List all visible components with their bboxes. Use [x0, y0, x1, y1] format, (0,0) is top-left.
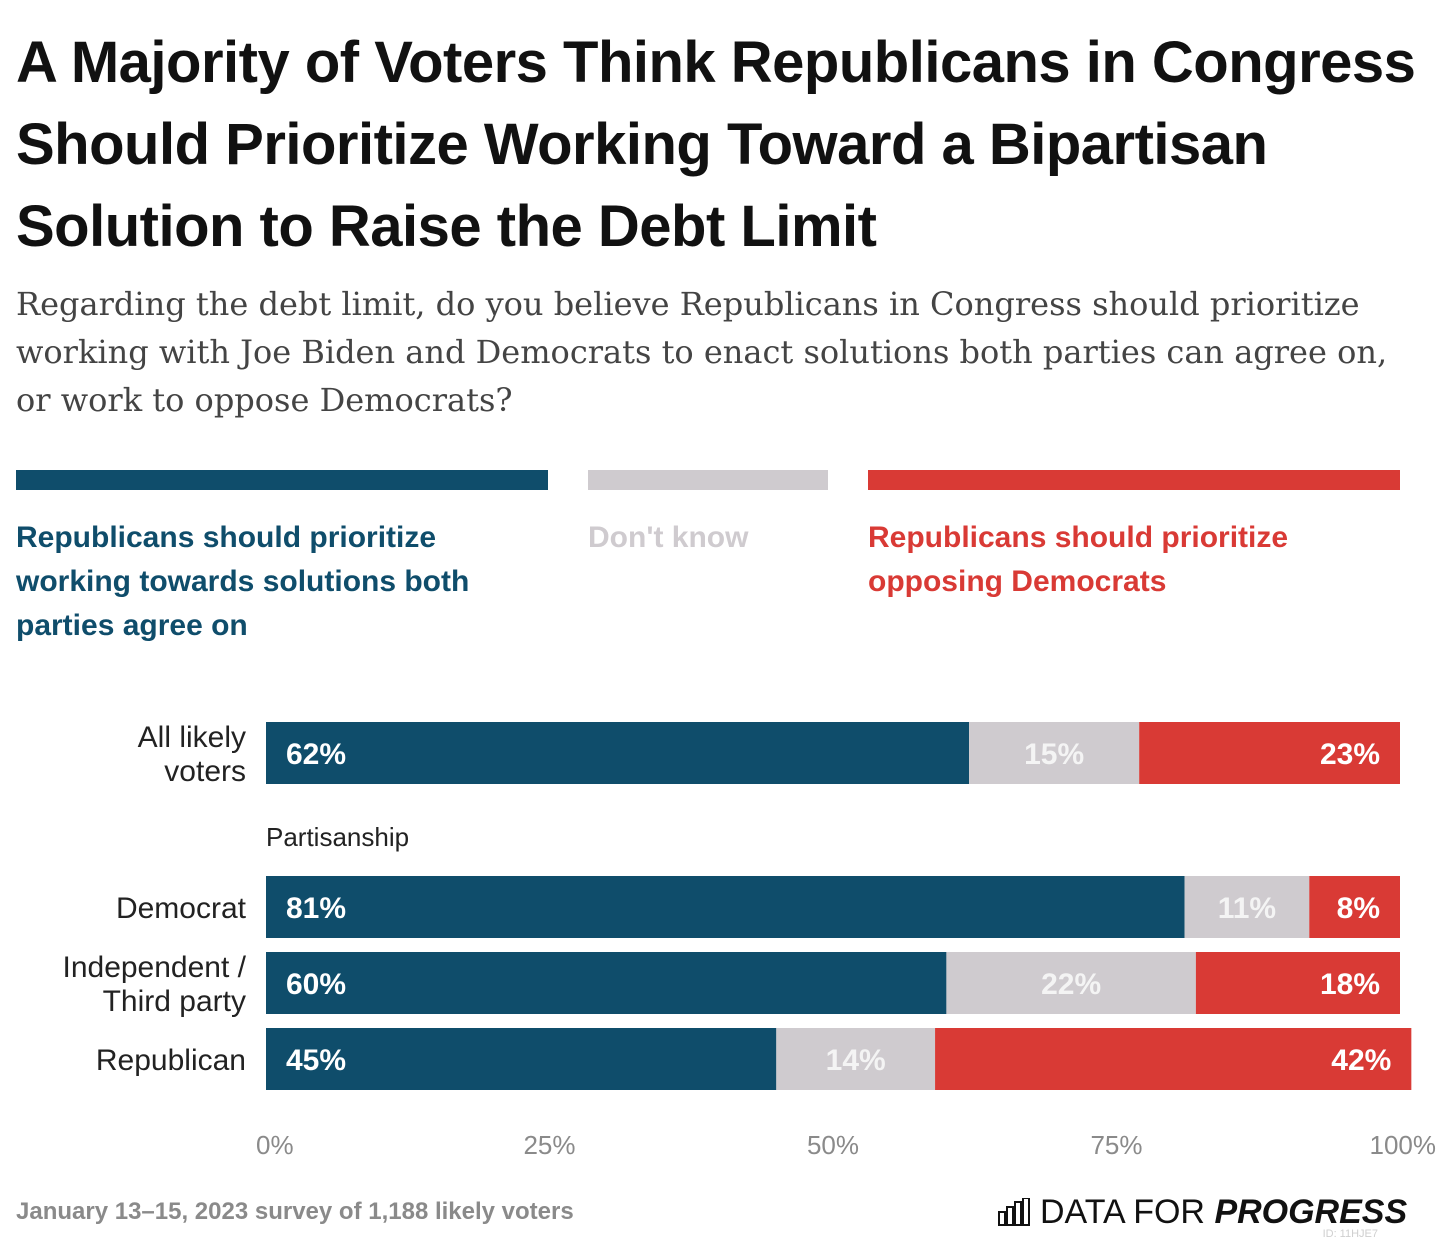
bar-segment-independent-third-party-dont-know — [946, 952, 1196, 1014]
bar-segment-republican-dont-know — [776, 1028, 936, 1090]
x-tick-label-75: 75% — [1090, 1130, 1142, 1160]
legend-item-dont-know: Don't know — [588, 470, 828, 560]
bar-segment-democrat-oppose — [1309, 876, 1400, 938]
bar-segment-republican-work-together — [266, 1028, 777, 1090]
brand-text-bold: PROGRESS — [1214, 1193, 1408, 1231]
group-label-partisanship: Partisanship — [266, 822, 409, 852]
data-label-democrat-dont-know: 11% — [1218, 892, 1276, 925]
legend-swatch-oppose — [868, 470, 1400, 490]
data-label-republican-dont-know: 14% — [826, 1044, 886, 1077]
x-tick-label-100: 100% — [1370, 1130, 1437, 1160]
bar-segment-democrat-dont-know — [1184, 876, 1310, 938]
bar-segment-independent-third-party-work-together — [266, 952, 947, 1014]
brand-text-plain: DATA FOR — [1040, 1193, 1205, 1231]
data-label-all-likely-voters-oppose: 23% — [1320, 738, 1380, 771]
bar-segment-independent-third-party-oppose — [1195, 952, 1400, 1014]
category-label-independent-third-party: Independent / Third party — [62, 951, 246, 1018]
data-label-independent-third-party-work-together: 60% — [286, 968, 346, 1001]
category-label-republican: Republican — [96, 1044, 246, 1077]
data-label-independent-third-party-oppose: 18% — [1320, 968, 1380, 1001]
data-label-all-likely-voters-dont-know: 15% — [1024, 738, 1084, 771]
data-label-democrat-oppose: 8% — [1337, 892, 1380, 925]
bar-segment-all-likely-voters-work-together — [266, 722, 970, 784]
chart-title: A Majority of Voters Think Republicans i… — [16, 30, 1416, 259]
bar-segment-all-likely-voters-oppose — [1139, 722, 1400, 784]
legend-label-work-together: Republicans should prioritize working to… — [16, 521, 470, 642]
chart-id: ID: 11HJE7 — [1322, 1228, 1378, 1240]
data-label-democrat-work-together: 81% — [286, 892, 346, 925]
bar-segment-republican-oppose — [935, 1028, 1412, 1090]
bar-segment-all-likely-voters-dont-know — [969, 722, 1140, 784]
bar-chart-logo-icon — [998, 1198, 1030, 1226]
category-label-democrat: Democrat — [116, 892, 247, 925]
survey-note: January 13–15, 2023 survey of 1,188 like… — [16, 1198, 574, 1225]
legend-swatch-work-together — [16, 470, 548, 490]
brand-logo: DATA FOR PROGRESS — [998, 1190, 1408, 1234]
chart-subtitle: Regarding the debt limit, do you believe… — [16, 285, 1388, 419]
x-tick-label-25: 25% — [523, 1130, 575, 1160]
legend-swatch-dont-know — [588, 470, 828, 490]
brand-wordmark: DATA FOR PROGRESS — [1040, 1190, 1407, 1234]
data-label-republican-work-together: 45% — [286, 1044, 346, 1077]
data-label-republican-oppose: 42% — [1331, 1044, 1391, 1077]
legend-item-oppose: Republicans should prioritize opposing D… — [868, 470, 1400, 604]
legend-label-oppose: Republicans should prioritize opposing D… — [868, 521, 1289, 598]
data-label-independent-third-party-dont-know: 22% — [1041, 968, 1101, 1001]
x-tick-label-0: 0% — [256, 1130, 294, 1160]
legend-item-work-together: Republicans should prioritize working to… — [16, 470, 548, 648]
x-tick-label-50: 50% — [807, 1130, 859, 1160]
data-label-all-likely-voters-work-together: 62% — [286, 738, 346, 771]
category-label-all-likely-voters: All likely voters — [138, 721, 246, 788]
bar-segment-democrat-work-together — [266, 876, 1185, 938]
legend-label-dont-know: Don't know — [588, 521, 749, 554]
